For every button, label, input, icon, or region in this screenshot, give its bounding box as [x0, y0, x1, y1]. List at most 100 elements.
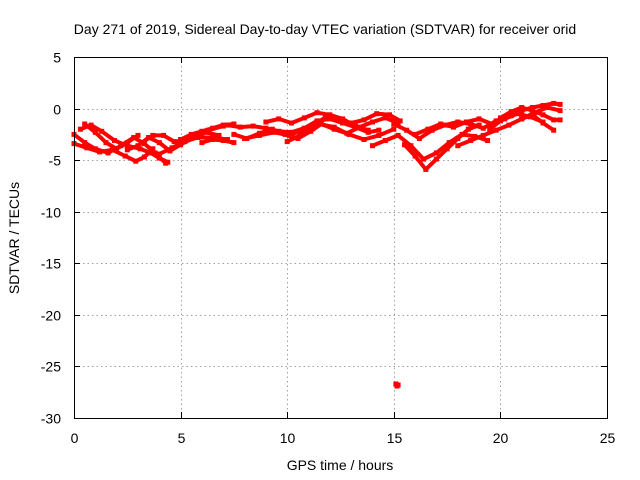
- data-point: [84, 145, 90, 151]
- data-point: [263, 119, 269, 125]
- y-tick-label: 0: [53, 102, 61, 118]
- data-point: [455, 143, 461, 149]
- y-tick-label: -5: [49, 153, 62, 169]
- data-point: [395, 382, 401, 388]
- data-point: [429, 127, 435, 133]
- data-point: [444, 146, 450, 152]
- data-point: [335, 116, 341, 122]
- data-point: [301, 115, 307, 121]
- x-tick-label: 20: [493, 430, 509, 446]
- data-point: [506, 122, 512, 128]
- data-point: [231, 140, 237, 146]
- data-layer: [71, 100, 563, 389]
- data-point: [225, 122, 230, 128]
- data-point: [557, 101, 563, 107]
- data-point: [519, 105, 525, 110]
- data-point: [416, 136, 422, 141]
- data-point: [391, 121, 397, 127]
- data-point: [124, 140, 130, 146]
- data-point: [103, 140, 109, 146]
- series-track-9: [199, 137, 237, 146]
- data-point: [361, 117, 367, 123]
- data-point: [314, 118, 320, 124]
- data-point: [493, 127, 499, 133]
- series-line: [285, 111, 403, 144]
- grid-layer: [74, 57, 607, 418]
- data-point: [92, 129, 98, 135]
- data-point: [152, 150, 158, 156]
- data-point: [557, 108, 563, 114]
- data-point: [269, 126, 275, 132]
- series-track-15: [370, 131, 491, 162]
- x-tick-label: 5: [178, 430, 186, 446]
- data-point: [133, 158, 139, 164]
- data-point: [99, 128, 105, 134]
- data-point: [165, 159, 171, 165]
- data-point: [82, 121, 88, 127]
- data-point: [188, 131, 194, 137]
- series-line: [199, 137, 236, 145]
- chart-title: Day 271 of 2019, Sidereal Day-to-day VTE…: [74, 21, 576, 37]
- y-tick-label: -15: [41, 256, 61, 272]
- data-point: [323, 114, 329, 120]
- data-point: [485, 138, 491, 143]
- data-point: [412, 131, 418, 137]
- data-point: [135, 143, 141, 149]
- data-point: [433, 150, 439, 156]
- data-point: [376, 127, 382, 133]
- data-point: [112, 138, 117, 143]
- y-tick-label: -20: [41, 308, 61, 324]
- data-point: [433, 156, 439, 162]
- x-tick-label: 15: [387, 430, 403, 446]
- data-point: [404, 127, 410, 133]
- data-point: [210, 137, 216, 142]
- data-point: [361, 137, 367, 142]
- data-point: [156, 155, 162, 161]
- data-point: [540, 120, 546, 126]
- x-tick-label: 0: [71, 430, 79, 446]
- data-point: [519, 108, 525, 114]
- series-track-21: [497, 105, 563, 123]
- data-point: [423, 166, 429, 172]
- data-point: [468, 121, 474, 127]
- data-point: [529, 108, 535, 114]
- series-line: [370, 132, 490, 162]
- data-point: [276, 116, 282, 122]
- data-point: [519, 116, 525, 122]
- data-point: [286, 132, 292, 138]
- data-point: [425, 126, 431, 132]
- data-point: [382, 138, 388, 143]
- x-tick-label: 10: [280, 430, 296, 446]
- plot-frame: [74, 57, 608, 419]
- data-point: [540, 103, 546, 108]
- data-point: [195, 135, 201, 140]
- data-point: [463, 119, 469, 125]
- data-point: [551, 127, 557, 133]
- data-point: [365, 127, 371, 133]
- data-point: [529, 105, 535, 110]
- data-point: [301, 126, 307, 132]
- data-point: [137, 146, 143, 152]
- data-point: [109, 147, 115, 153]
- data-point: [161, 132, 166, 138]
- data-point: [544, 105, 550, 110]
- data-point: [327, 112, 333, 118]
- series-outlier: [393, 381, 401, 389]
- data-point: [105, 150, 111, 156]
- y-axis-label: SDTVAR / TECUs: [6, 182, 22, 294]
- data-point: [487, 126, 493, 132]
- data-point: [284, 139, 290, 145]
- data-point: [370, 143, 375, 149]
- data-point: [150, 132, 156, 138]
- data-point: [199, 140, 205, 146]
- data-point: [97, 149, 103, 155]
- x-tick-label: 25: [600, 430, 616, 446]
- data-point: [455, 136, 461, 141]
- data-point: [551, 117, 557, 123]
- data-point: [529, 112, 535, 118]
- data-point: [220, 138, 226, 143]
- data-point: [231, 131, 237, 137]
- data-point: [242, 136, 248, 141]
- data-point: [122, 153, 128, 159]
